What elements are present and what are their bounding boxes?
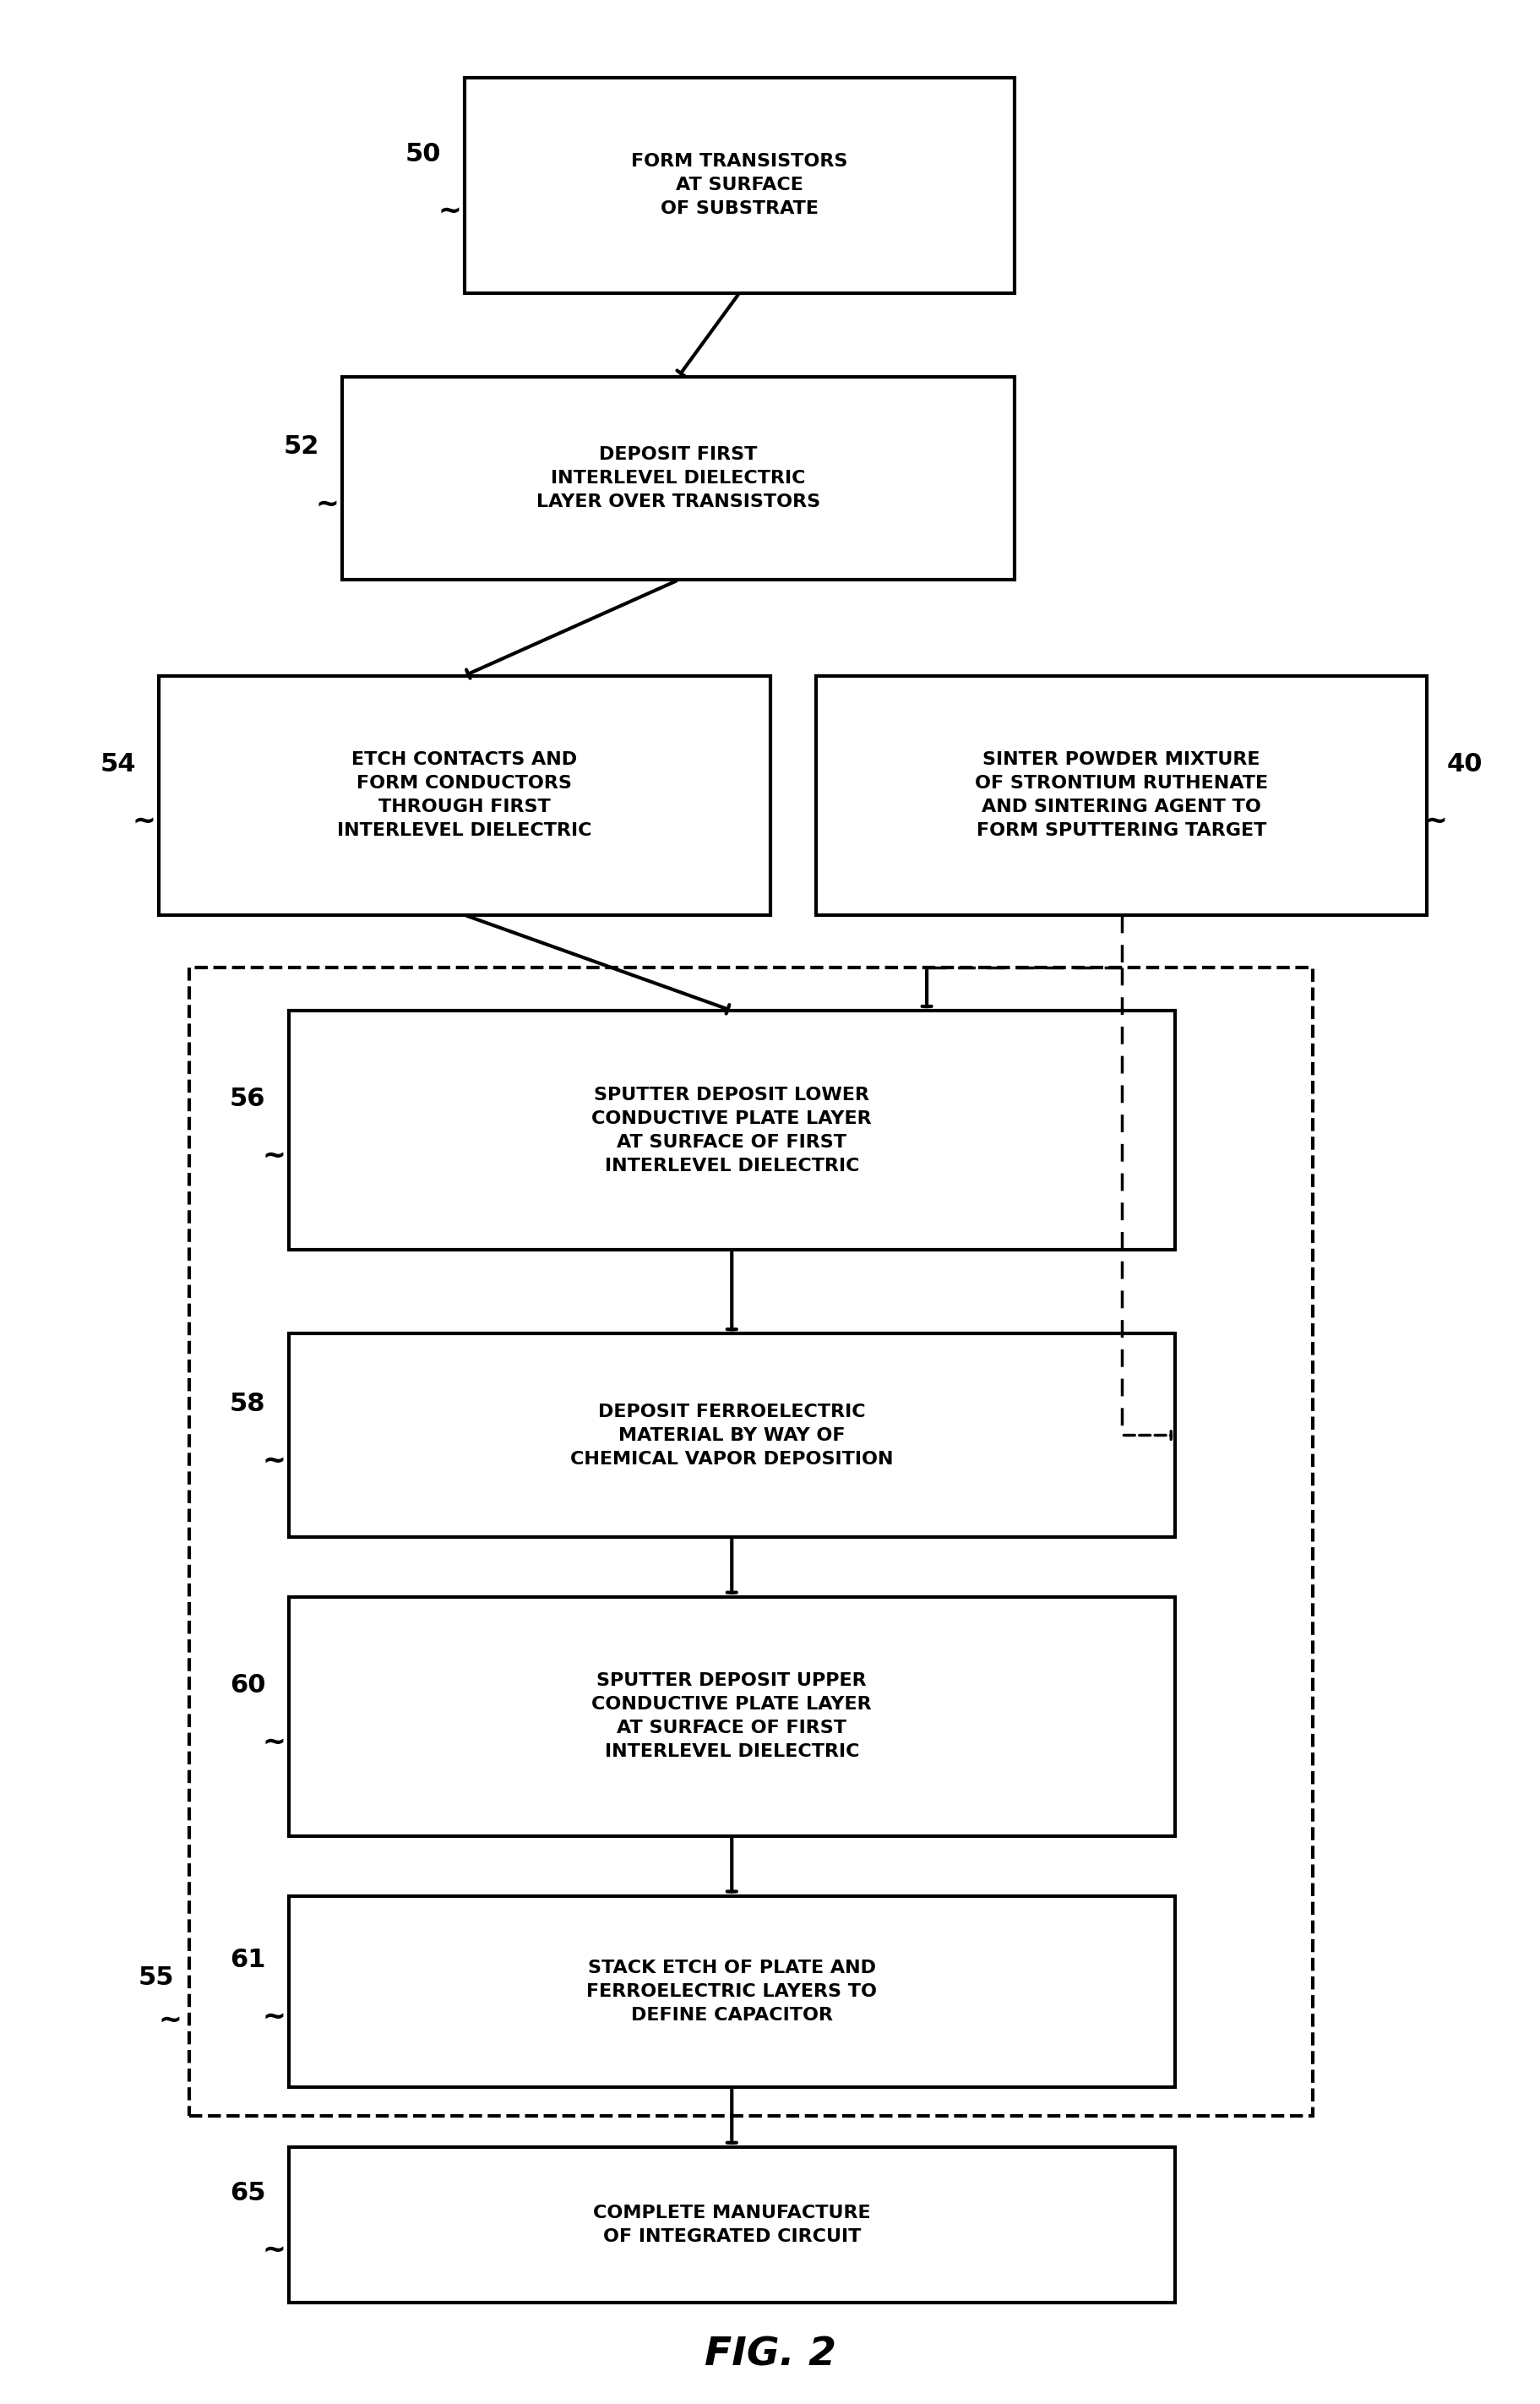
Text: DEPOSIT FERROELECTRIC
MATERIAL BY WAY OF
CHEMICAL VAPOR DEPOSITION: DEPOSIT FERROELECTRIC MATERIAL BY WAY OF… [570,1404,893,1466]
Text: ~: ~ [262,1447,285,1476]
Text: 56: 56 [229,1087,266,1111]
Bar [342,377,1015,579]
Text: 58: 58 [229,1392,266,1416]
Text: 55: 55 [139,1966,174,1991]
Bar [288,1897,1175,2087]
Text: 61: 61 [229,1947,266,1971]
Text: 50: 50 [405,142,442,166]
Text: STACK ETCH OF PLATE AND
FERROELECTRIC LAYERS TO
DEFINE CAPACITOR: STACK ETCH OF PLATE AND FERROELECTRIC LA… [587,1959,878,2024]
Bar [288,1596,1175,1837]
Bar [465,77,1015,293]
Bar [159,676,770,916]
Text: FORM TRANSISTORS
AT SURFACE
OF SUBSTRATE: FORM TRANSISTORS AT SURFACE OF SUBSTRATE [631,154,847,216]
Bar [288,2147,1175,2303]
Bar [816,676,1428,916]
Text: ~: ~ [316,490,339,519]
Text: 52: 52 [283,435,319,459]
Text: SPUTTER DEPOSIT UPPER
CONDUCTIVE PLATE LAYER
AT SURFACE OF FIRST
INTERLEVEL DIEL: SPUTTER DEPOSIT UPPER CONDUCTIVE PLATE L… [591,1673,872,1760]
Text: ~: ~ [1424,808,1448,834]
Text: DEPOSIT FIRST
INTERLEVEL DIELECTRIC
LAYER OVER TRANSISTORS: DEPOSIT FIRST INTERLEVEL DIELECTRIC LAYE… [536,447,821,510]
Text: ~: ~ [262,1728,285,1757]
Text: ~: ~ [132,808,156,834]
Text: ~: ~ [262,1142,285,1171]
Bar [189,966,1312,2116]
Bar [288,1334,1175,1536]
Text: FIG. 2: FIG. 2 [704,2337,836,2375]
Text: 40: 40 [1448,752,1483,776]
Text: ETCH CONTACTS AND
FORM CONDUCTORS
THROUGH FIRST
INTERLEVEL DIELECTRIC: ETCH CONTACTS AND FORM CONDUCTORS THROUG… [337,752,591,839]
Text: ~: ~ [262,2003,285,2031]
Text: SPUTTER DEPOSIT LOWER
CONDUCTIVE PLATE LAYER
AT SURFACE OF FIRST
INTERLEVEL DIEL: SPUTTER DEPOSIT LOWER CONDUCTIVE PLATE L… [591,1087,872,1173]
Text: ~: ~ [159,2007,182,2034]
Text: 60: 60 [229,1673,266,1697]
Text: 65: 65 [229,2180,266,2204]
Bar [288,1010,1175,1250]
Text: ~: ~ [437,197,462,226]
Text: COMPLETE MANUFACTURE
OF INTEGRATED CIRCUIT: COMPLETE MANUFACTURE OF INTEGRATED CIRCU… [593,2204,870,2245]
Text: 54: 54 [100,752,136,776]
Text: SINTER POWDER MIXTURE
OF STRONTIUM RUTHENATE
AND SINTERING AGENT TO
FORM SPUTTER: SINTER POWDER MIXTURE OF STRONTIUM RUTHE… [975,752,1267,839]
Text: ~: ~ [262,2236,285,2265]
